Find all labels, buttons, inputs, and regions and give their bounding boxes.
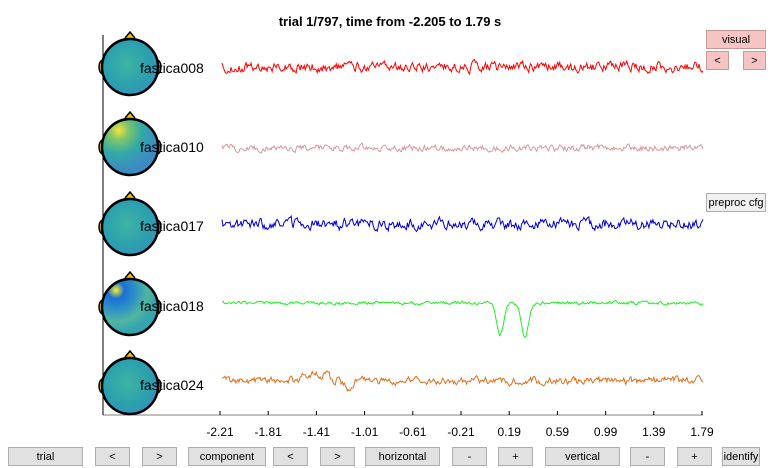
x-tick-label: -0.21 (447, 425, 475, 439)
channel-label-fastica008: fastica008 (140, 60, 204, 76)
horizontal-plus-button[interactable]: + (498, 447, 533, 466)
x-tick-label: 0.59 (545, 425, 570, 439)
x-tick-label: -1.01 (350, 425, 379, 439)
identify-button[interactable]: identify (722, 447, 760, 466)
channel-label-fastica024: fastica024 (140, 377, 204, 393)
visual-next-button[interactable]: > (743, 51, 766, 70)
trial-prev-button[interactable]: < (95, 447, 130, 466)
trial-button[interactable]: trial (8, 447, 83, 466)
x-tick-label: 0.99 (593, 425, 618, 439)
head-topography-icon (98, 270, 162, 337)
x-tick-label: -1.41 (302, 425, 331, 439)
trace-fastica008 (221, 58, 704, 76)
trace-fastica010 (221, 142, 704, 154)
x-tick-label: 1.39 (642, 425, 666, 439)
channel-label-fastica018: fastica018 (140, 298, 204, 314)
channel-label-fastica017: fastica017 (140, 218, 204, 234)
plot-title: trial 1/797, time from -2.205 to 1.79 s (278, 14, 502, 29)
x-tick-label: 1.79 (690, 425, 714, 439)
component-next-button[interactable]: > (320, 447, 355, 466)
trial-next-button[interactable]: > (142, 447, 177, 466)
trace-fastica017 (221, 214, 704, 233)
head-topography-icon (98, 349, 162, 416)
vertical-minus-button[interactable]: - (630, 447, 665, 466)
x-tick-label: -0.61 (399, 425, 427, 439)
horizontal-minus-button[interactable]: - (452, 447, 487, 466)
trace-fastica024 (222, 370, 704, 392)
head-topography-icon (98, 110, 162, 177)
trace-fastica018 (221, 299, 704, 339)
horizontal-button[interactable]: horizontal (365, 447, 440, 466)
x-tick-label: -2.21 (206, 425, 234, 439)
vertical-button[interactable]: vertical (545, 447, 620, 466)
component-button[interactable]: component (188, 447, 266, 466)
channel-label-fastica010: fastica010 (140, 139, 204, 155)
x-tick-label: -1.81 (254, 425, 282, 439)
head-topography-icon (98, 190, 162, 257)
visual-button[interactable]: visual (706, 30, 766, 49)
x-tick-label: 0.19 (497, 425, 521, 439)
component-prev-button[interactable]: < (273, 447, 308, 466)
visual-prev-button[interactable]: < (706, 51, 729, 70)
head-topography-icon (98, 30, 162, 97)
vertical-plus-button[interactable]: + (677, 447, 712, 466)
preproc-cfg-button[interactable]: preproc cfg (706, 193, 766, 212)
